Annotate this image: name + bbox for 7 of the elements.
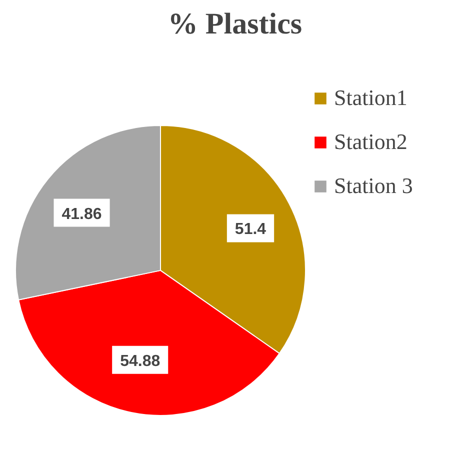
legend-label: Station 3 [334, 173, 413, 199]
legend-label: Station1 [334, 85, 408, 111]
chart-title: % Plastics [168, 8, 302, 40]
data-label: 54.88 [120, 352, 160, 370]
data-label: 41.86 [62, 206, 102, 223]
legend-label: Station2 [334, 129, 408, 155]
data-label: 51.4 [234, 221, 266, 238]
